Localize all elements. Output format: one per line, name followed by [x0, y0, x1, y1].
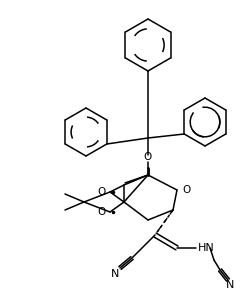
Text: HN: HN [198, 243, 215, 253]
Text: O: O [182, 185, 190, 195]
Text: O: O [98, 207, 106, 217]
Text: N: N [111, 269, 119, 279]
Text: O: O [144, 152, 152, 162]
Text: N: N [226, 280, 234, 290]
Text: O: O [98, 187, 106, 197]
